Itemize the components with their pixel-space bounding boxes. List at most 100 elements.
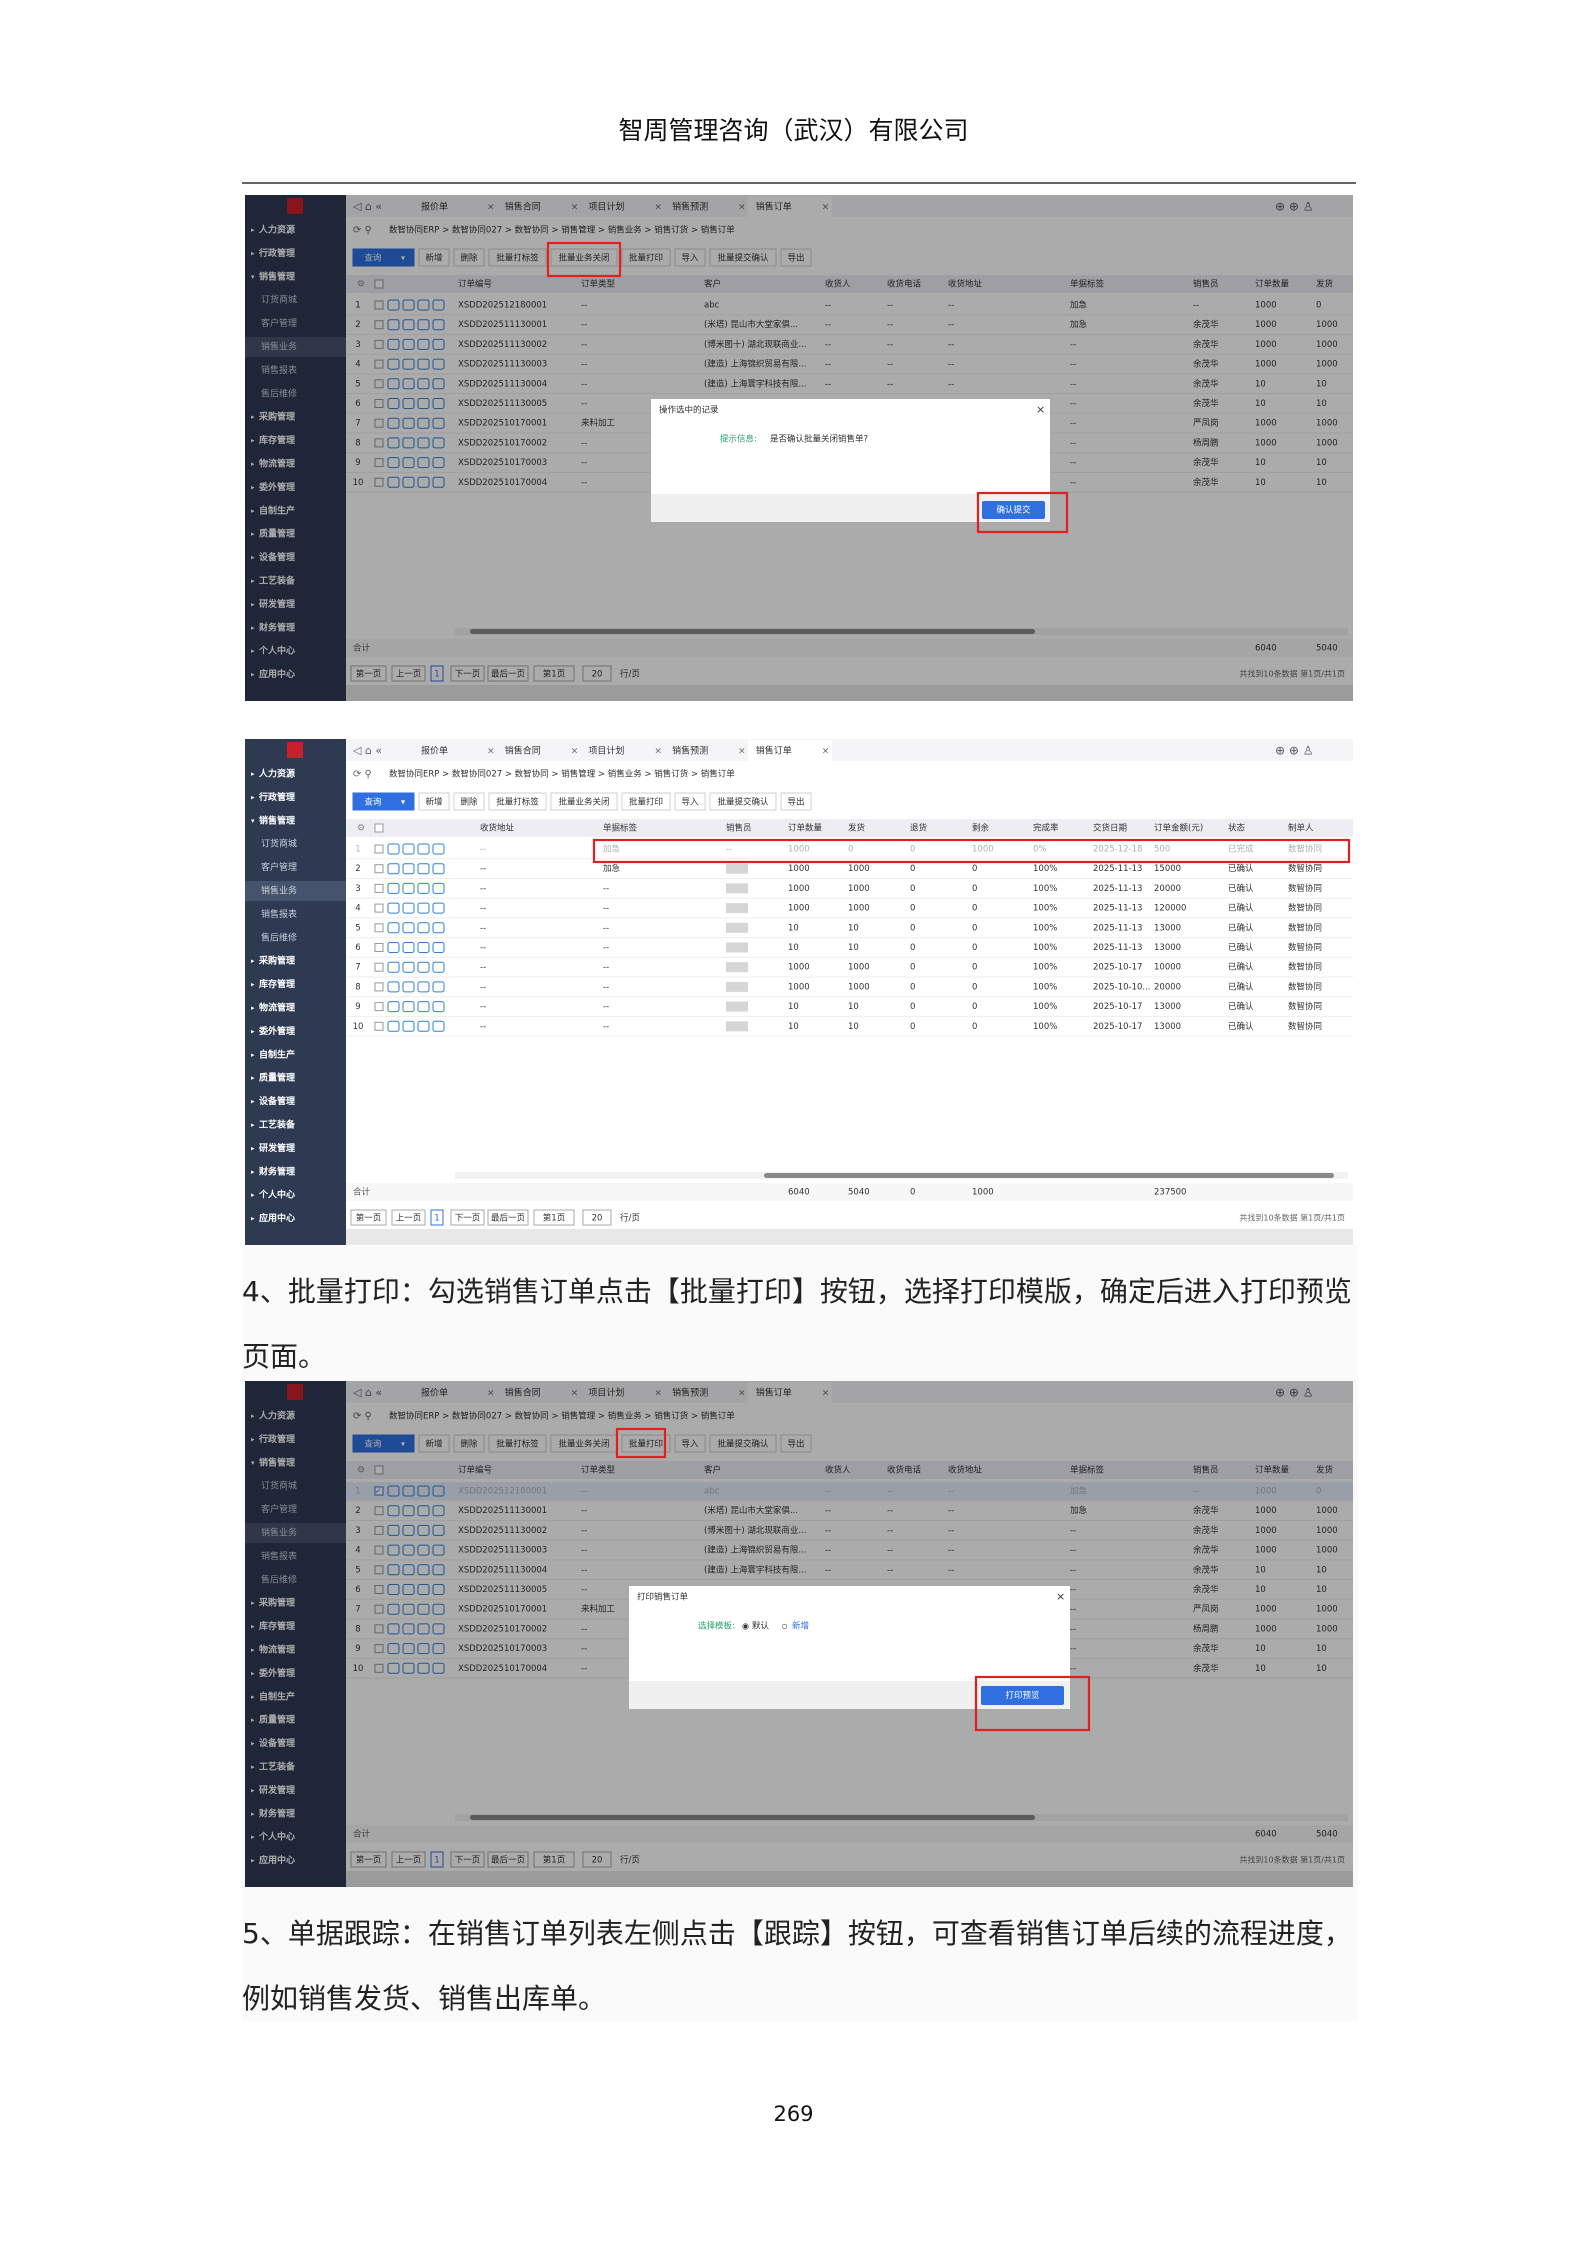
toolbar-button-label: 批量提交确认	[717, 1439, 769, 1450]
table-cell: --	[581, 1487, 587, 1497]
table-cell: 10	[788, 943, 799, 953]
checkbox	[374, 1506, 384, 1516]
table-cell: 来料加工	[581, 1604, 616, 1615]
row-action-icon	[402, 476, 415, 488]
table-cell: --	[581, 1526, 587, 1536]
toolbar-button	[453, 792, 485, 811]
row-action-icon	[402, 319, 415, 331]
table-cell: 余茂华	[1193, 319, 1219, 330]
table-cell: --	[581, 1565, 587, 1575]
blurred-cell	[726, 981, 748, 992]
toolbar-button-label: 批量业务关闭	[558, 253, 609, 264]
tab-close: ×	[654, 1389, 662, 1399]
table-cell: 余茂华	[1193, 1525, 1219, 1536]
column-header: 收货地址	[480, 823, 515, 834]
table-cell: 数智协同	[1288, 883, 1322, 894]
table-cell: --	[480, 1022, 486, 1032]
total-value: 6040	[1255, 1830, 1277, 1840]
row-action-icon	[432, 457, 445, 469]
toolbar-button-label: 导入	[681, 1440, 699, 1450]
selected-row	[346, 1482, 1353, 1500]
menu-arrow: ▸	[251, 1098, 255, 1106]
menu-selected	[245, 337, 346, 357]
toolbar-button	[488, 248, 547, 267]
row-action-icon	[402, 437, 415, 449]
blurred-cell	[726, 962, 748, 973]
breadcrumb-icon: ⟳ ⚲	[353, 1411, 372, 1422]
row-action-icon	[417, 1584, 430, 1595]
submenu-item: 销售报表	[261, 1550, 297, 1562]
menu-arrow: ▸	[251, 981, 255, 989]
sidebar	[245, 1381, 346, 1887]
table-cell: 10	[1316, 478, 1327, 488]
table-cell: 10	[1255, 478, 1266, 488]
table-cell: 1000	[1255, 360, 1277, 370]
blurred-cell	[726, 883, 748, 894]
menu-item: 财务管理	[258, 621, 295, 633]
tab: 销售订单	[756, 201, 792, 213]
table-cell: --	[1070, 438, 1076, 448]
column-header: 收货地址	[948, 279, 983, 290]
table-cell: 余茂华	[1193, 378, 1219, 389]
total-value: 0	[910, 1188, 915, 1198]
row-number: 9	[355, 458, 360, 468]
toolbar-button	[709, 792, 777, 811]
table-cell: 100%	[1033, 963, 1057, 973]
menu-item: 物流管理	[259, 1002, 295, 1014]
tab-close: ×	[822, 747, 830, 757]
tabbar	[346, 739, 1353, 761]
row-action-icon	[432, 358, 445, 370]
pager-item: 第1页	[543, 669, 565, 680]
table-cell: --	[948, 1487, 954, 1497]
menu-item: 个人中心	[258, 1831, 295, 1843]
row-number: 3	[355, 340, 360, 350]
table-cell: 0	[972, 1022, 977, 1032]
table-cell: 100%	[1033, 1022, 1057, 1032]
table-cell: 10	[1316, 1644, 1327, 1654]
table-cell: --	[887, 360, 893, 370]
pager-item: 下一页	[455, 1214, 481, 1224]
table-cell: 数智协同	[1288, 942, 1322, 953]
column-header: 完成率	[1033, 823, 1059, 834]
table-cell: 100%	[1033, 943, 1057, 953]
menu-item: 应用中心	[259, 668, 295, 680]
table-cell: --	[887, 1487, 893, 1497]
table-cell: 100%	[1033, 884, 1057, 894]
table-cell: 10	[848, 923, 859, 933]
table-cell: --	[603, 1002, 609, 1012]
table-cell: 10000	[1154, 963, 1181, 973]
pager-item: 上一页	[396, 1214, 422, 1224]
table-header	[346, 275, 1353, 293]
table-cell: 1000	[1255, 320, 1277, 330]
table-cell: 1000	[1255, 1526, 1277, 1536]
submenu-item: 订货商城	[261, 838, 297, 850]
table-cell: --	[825, 1506, 831, 1516]
menu-item: 库存管理	[259, 1620, 295, 1632]
table-cell: --	[480, 845, 486, 855]
row-action-icon	[417, 1524, 430, 1536]
dropdown-arrow: ▾	[401, 798, 405, 807]
checkbox	[374, 279, 384, 289]
menu-arrow: ▸	[251, 1810, 255, 1818]
row-number: 7	[355, 963, 360, 973]
submenu-item: 销售业务	[261, 341, 297, 353]
row-action-icon	[417, 1662, 430, 1674]
table-cell: XSDD202511130005	[458, 1585, 547, 1595]
row-number: 7	[355, 419, 360, 429]
table-cell: --	[603, 904, 609, 914]
menu-item: 人力资源	[258, 1410, 295, 1422]
total-value: 5040	[1316, 1830, 1338, 1840]
table-cell: --	[480, 943, 486, 953]
tab: 销售预测	[672, 1387, 708, 1399]
dialog-label: 提示信息:	[720, 434, 757, 445]
table-cell: 已确认	[1228, 1001, 1254, 1012]
column-header: 客户	[704, 279, 721, 290]
tab-close: ×	[654, 747, 662, 757]
table-cell: XSDD202512180001	[458, 301, 547, 311]
table-cell: --	[825, 1546, 831, 1556]
table-cell: XSDD202510170003	[458, 1644, 547, 1654]
menu-arrow: ▸	[251, 1740, 255, 1748]
checkbox	[374, 359, 384, 369]
total-value: 6040	[788, 1188, 810, 1198]
dialog-option: 默认	[752, 1621, 770, 1632]
